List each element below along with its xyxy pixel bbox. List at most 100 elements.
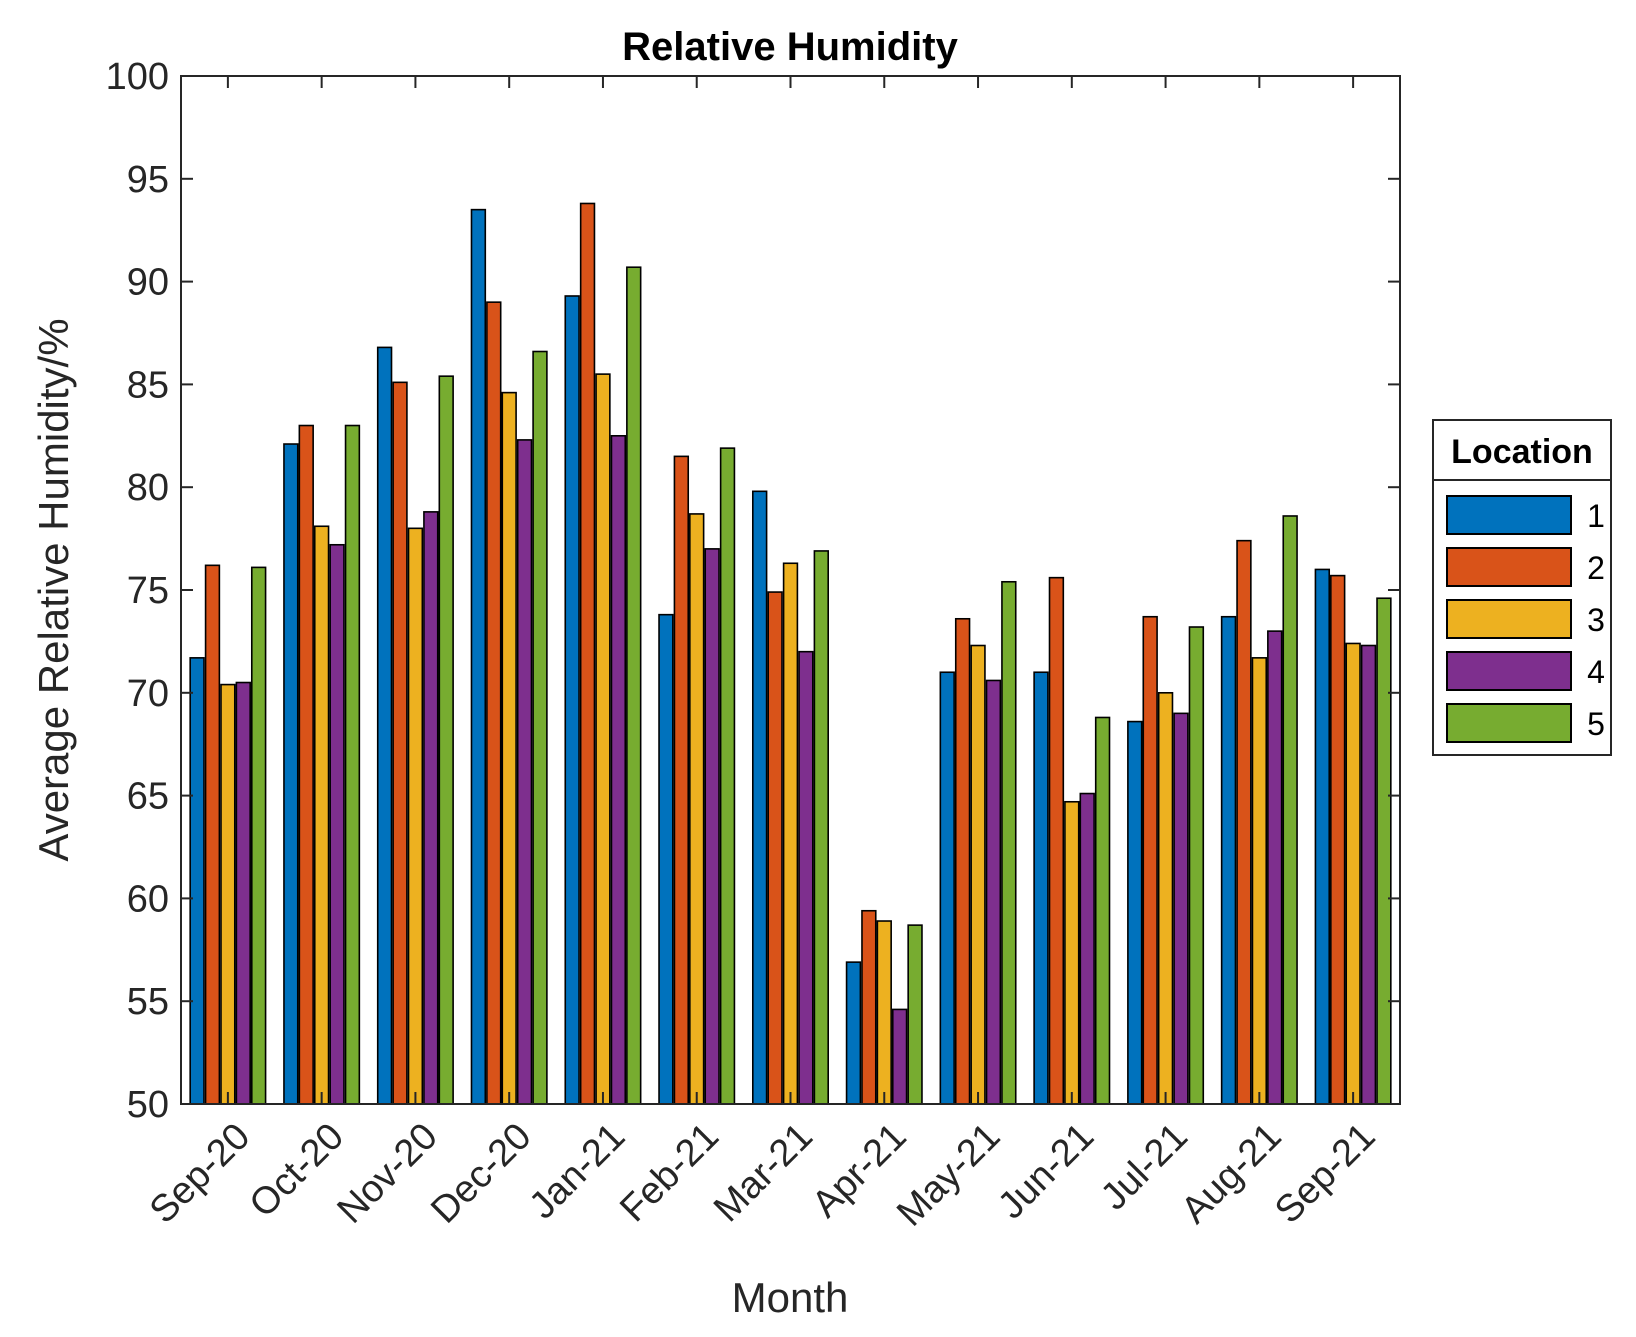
bar-Jun-21-location-2 xyxy=(1048,576,1065,1105)
bar-Sep-21-location-4 xyxy=(1360,644,1377,1105)
bar-May-21-location-4 xyxy=(985,679,1002,1105)
bar-Sep-20-location-5 xyxy=(250,566,267,1105)
bar-Jun-21-location-1 xyxy=(1033,671,1049,1105)
y-tick-label: 60 xyxy=(127,878,169,920)
bar-Jul-21-location-2 xyxy=(1142,615,1158,1105)
bar-Sep-20-location-4 xyxy=(235,681,251,1105)
bar-Jul-21-location-5 xyxy=(1188,626,1205,1105)
bar-Jun-21-location-3 xyxy=(1064,800,1080,1105)
legend-swatch-5 xyxy=(1446,703,1572,743)
bar-Aug-21-location-2 xyxy=(1236,539,1252,1105)
bar-Sep-21-location-1 xyxy=(1314,568,1331,1105)
x-tick-label: May-21 xyxy=(889,1115,1008,1234)
bar-Oct-20-location-4 xyxy=(329,543,345,1105)
y-tick-label: 90 xyxy=(127,262,169,304)
legend-swatch-1 xyxy=(1446,495,1572,535)
bar-Jun-21-location-4 xyxy=(1079,792,1095,1105)
bar-Jan-21-location-3 xyxy=(595,373,611,1105)
bar-Aug-21-location-5 xyxy=(1282,515,1298,1105)
bar-Nov-20-location-5 xyxy=(438,375,454,1105)
bar-Apr-21-location-3 xyxy=(876,920,892,1105)
y-tick-label: 100 xyxy=(106,56,169,98)
bar-Jan-21-location-4 xyxy=(610,434,627,1105)
bar-Oct-20-location-1 xyxy=(283,443,299,1105)
bar-Aug-21-location-1 xyxy=(1220,615,1237,1105)
bar-Dec-20-location-1 xyxy=(470,208,487,1105)
x-tick-label: Mar-21 xyxy=(706,1115,821,1230)
bar-Nov-20-location-3 xyxy=(407,527,424,1105)
y-tick-label: 55 xyxy=(127,981,169,1023)
y-tick-label: 65 xyxy=(127,776,169,818)
legend-swatch-4 xyxy=(1446,651,1572,691)
y-tick-label: 70 xyxy=(127,673,169,715)
bar-Apr-21-location-5 xyxy=(907,924,923,1105)
bar-Dec-20-location-2 xyxy=(486,301,502,1105)
bar-Dec-20-location-4 xyxy=(516,439,533,1105)
bar-Apr-21-location-4 xyxy=(891,1008,908,1105)
x-tick-label: Sep-20 xyxy=(142,1115,258,1231)
bar-Feb-21-location-2 xyxy=(673,455,690,1105)
legend: Location 1 2 3 4 5 xyxy=(1432,419,1612,756)
x-tick-label: Dec-20 xyxy=(423,1115,539,1231)
bar-Jul-21-location-4 xyxy=(1173,712,1189,1105)
chart-title: Relative Humidity xyxy=(622,25,958,69)
legend-label-3: 3 xyxy=(1587,602,1605,638)
legend-label-5: 5 xyxy=(1587,706,1605,742)
y-tick-label: 75 xyxy=(127,570,169,612)
bar-Jul-21-location-1 xyxy=(1127,720,1143,1105)
bar-Nov-20-location-1 xyxy=(376,346,393,1105)
x-tick-label: Jun-21 xyxy=(990,1115,1102,1227)
bar-May-21-location-3 xyxy=(970,644,986,1105)
legend-swatch-2 xyxy=(1446,547,1572,587)
bar-Oct-20-location-5 xyxy=(344,424,361,1105)
x-tick-label: Aug-21 xyxy=(1173,1115,1289,1231)
x-tick-label: Sep-21 xyxy=(1267,1115,1383,1231)
bar-Feb-21-location-4 xyxy=(704,548,720,1105)
bar-Sep-20-location-2 xyxy=(204,564,221,1105)
bar-Mar-21-location-1 xyxy=(751,490,768,1105)
bar-Sep-20-location-1 xyxy=(189,657,205,1105)
bar-Sep-21-location-5 xyxy=(1376,597,1392,1105)
bar-May-21-location-5 xyxy=(1001,580,1017,1105)
bar-Sep-20-location-3 xyxy=(220,683,236,1105)
legend-box xyxy=(1432,419,1612,756)
bar-Jan-21-location-5 xyxy=(626,266,642,1105)
bar-Jun-21-location-5 xyxy=(1094,716,1111,1105)
bar-Jan-21-location-2 xyxy=(579,202,596,1105)
bar-Oct-20-location-3 xyxy=(313,525,330,1105)
bar-Apr-21-location-1 xyxy=(845,961,862,1105)
bar-Sep-21-location-2 xyxy=(1330,574,1346,1105)
bar-Nov-20-location-4 xyxy=(423,511,439,1105)
legend-label-2: 2 xyxy=(1587,550,1605,586)
bar-May-21-location-1 xyxy=(939,671,955,1105)
bar-Oct-20-location-2 xyxy=(298,424,314,1105)
bar-Mar-21-location-4 xyxy=(798,650,814,1105)
bar-Aug-21-location-4 xyxy=(1267,630,1283,1105)
y-axis: 50 55 60 65 70 75 80 85 90 95 100 xyxy=(106,56,1400,1126)
bars-layer xyxy=(189,202,1392,1105)
bar-Feb-21-location-3 xyxy=(689,513,705,1105)
y-tick-label: 50 xyxy=(127,1084,169,1126)
legend-label-1: 1 xyxy=(1587,498,1605,534)
bar-Jan-21-location-1 xyxy=(564,295,580,1105)
bar-Jul-21-location-3 xyxy=(1157,691,1174,1105)
bar-Dec-20-location-5 xyxy=(532,350,548,1105)
legend-title: Location xyxy=(1451,433,1593,471)
bar-Sep-21-location-3 xyxy=(1345,642,1361,1105)
x-tick-label: Jan-21 xyxy=(522,1115,634,1227)
bar-May-21-location-2 xyxy=(954,617,971,1105)
bar-Dec-20-location-3 xyxy=(501,391,517,1105)
bar-Mar-21-location-2 xyxy=(767,591,783,1105)
y-tick-label: 85 xyxy=(127,364,169,406)
y-axis-label: Average Relative Humidity/% xyxy=(30,318,77,861)
bar-Mar-21-location-5 xyxy=(813,550,830,1105)
bar-Nov-20-location-2 xyxy=(392,381,408,1105)
bar-Aug-21-location-3 xyxy=(1251,657,1268,1105)
y-tick-label: 95 xyxy=(127,159,169,201)
bar-Feb-21-location-1 xyxy=(658,613,674,1105)
legend-label-4: 4 xyxy=(1587,654,1605,690)
x-tick-label: Feb-21 xyxy=(612,1115,727,1230)
bar-Apr-21-location-2 xyxy=(861,909,877,1105)
